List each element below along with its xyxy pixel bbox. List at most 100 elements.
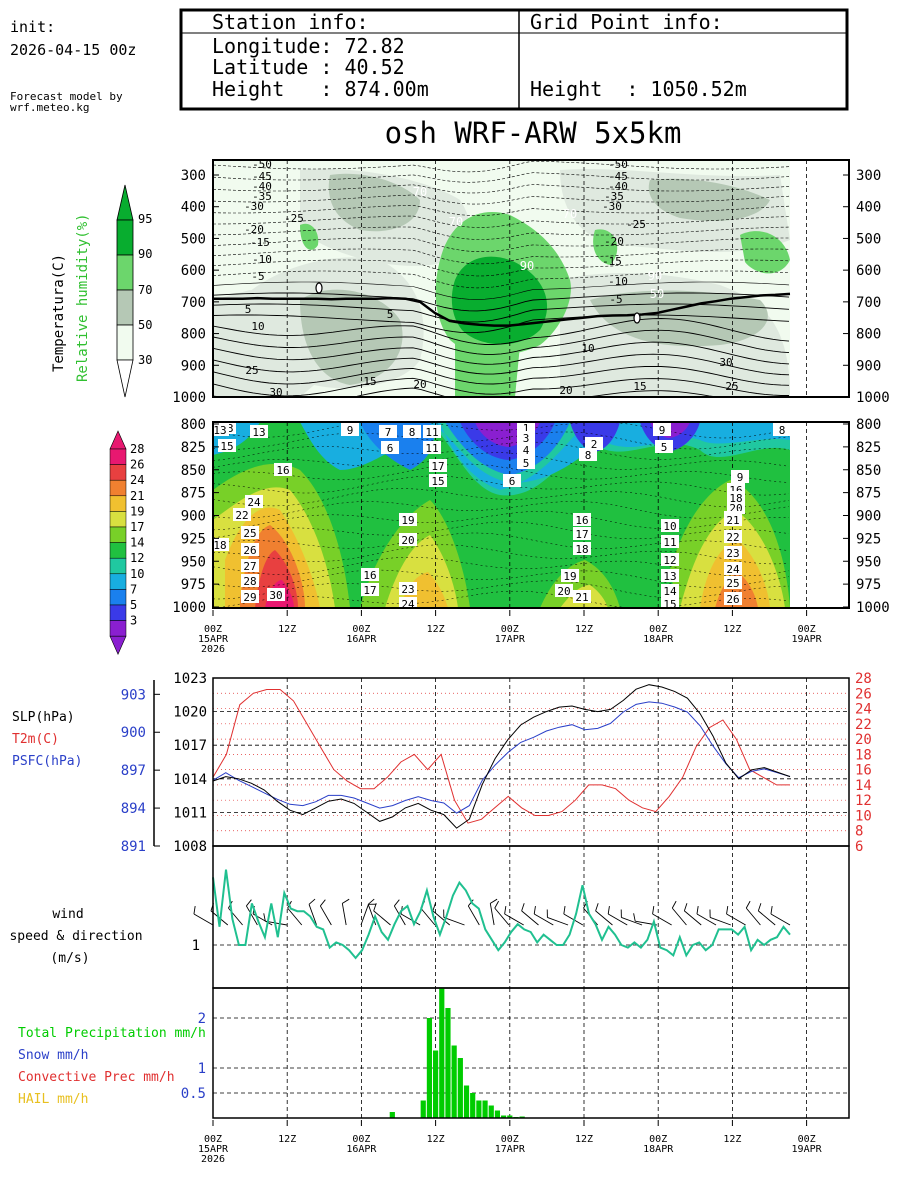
label-text: 8 [585,449,592,462]
isotherm [212,184,790,194]
boundary-layer-ytick: 825 [181,440,206,456]
temp-scale-top-arrow [109,430,127,450]
wind-barb [607,906,628,926]
label-text: 13 [252,426,265,439]
boundary-layer-label: 20 [555,584,573,598]
label-box [579,448,597,461]
boundary-layer-label: 9 [731,470,749,484]
upper-air-ytick: 1000 [172,390,206,406]
label-box [517,456,535,469]
precip-grid [213,988,849,1118]
temp-scale-swatch [109,479,127,497]
precip-bar [501,1115,507,1118]
freezing-marker [315,282,323,294]
barb-shaft [534,913,554,926]
boundary-layer-label: 11 [423,425,441,439]
label-text: 18 [213,539,226,552]
temp-scale-label: 19 [130,504,144,518]
upper-air-ytick-right: 900 [856,358,881,374]
label-box [773,423,791,436]
rh-contour-label: 50 [650,287,664,301]
barb-flag [563,906,566,915]
date-tick: 16APR [346,1144,377,1155]
label-box [724,546,742,559]
label-text: 25 [243,527,256,540]
boundary-layer-label: 17 [361,583,379,597]
label-box [661,584,679,597]
isotherm-dotted [212,532,790,551]
temp-scale-swatch [109,620,127,637]
label-box [724,530,742,543]
temp-contour-label: 10 [251,320,264,333]
grid-height: Height : 1050.52m [530,77,747,101]
isotherm [212,172,790,183]
boundary-layer-label: 4 [517,443,535,457]
temperature-contours [212,160,790,398]
temp-contour-label: -15 [250,236,270,249]
station-longitude: Longitude: 72.82 [212,34,405,58]
label-text: 9 [659,424,666,437]
barb-shaft [443,917,465,926]
boundary-layer-label: 25 [724,576,742,590]
wind-barb [494,900,510,926]
temp-scale-swatch [109,573,127,590]
wind-barb [709,909,731,926]
pressure-panel: 1023102010171014101110089039008978948912… [12,671,872,855]
psfc-tick: 903 [121,687,146,703]
precip-bar [439,988,445,1118]
upper-air-ytick-right: 800 [856,327,881,343]
t2m-tick: 22 [855,717,872,733]
slp-line [212,684,791,829]
rh-50-area [213,290,322,397]
isotherm [212,259,790,277]
temp-contour-label: -20 [604,235,624,248]
rh-contour-label: 70 [413,185,427,199]
psfc-tick: 894 [121,801,146,817]
boundary-layer-label: 26 [724,592,742,606]
isotherm-dotted [212,463,790,483]
upper-air-ytick: 800 [181,327,206,343]
label-box [381,441,399,454]
date-tick: 15APR [198,1144,229,1155]
temp-contour-label: 5 [245,303,252,316]
rh-legend-bottom-arrow [116,359,134,398]
barb-flag [745,900,751,909]
barb-flag [726,906,729,915]
boundary-layer-label: 8 [403,425,421,439]
rh-contour-label: 90 [520,259,534,273]
boundary-layer-label: 5 [655,440,673,454]
wind-barb [489,898,498,926]
boundary-layer-label: 16 [361,568,379,582]
barb-shaft [432,910,451,926]
t2m-label: T2m(C) [12,732,59,747]
label-box [399,533,417,546]
precip-bar [451,1045,457,1118]
wind-label-line1: wind [52,907,83,922]
boundary-layer-label: 5 [517,456,535,470]
barb-shaft [726,913,746,926]
barb-shaft [287,907,303,926]
time-tick: 00Z [798,1134,816,1145]
boundary-layer-label: 21 [724,513,742,527]
temp-contour-label: -50 [252,158,272,171]
year-tick: 2026 [201,1154,225,1165]
isotherm [212,204,790,216]
wind-barb [652,906,672,926]
precip-bar [389,1112,395,1118]
boundary-layer-ytick: 925 [181,531,206,547]
temperature-axis-label: Temperatura(C) [51,254,67,372]
station-info-title: Station info: [212,10,369,34]
boundary-layer-label: 17 [573,527,591,541]
label-text: 30 [269,589,282,602]
precip-bar [507,1115,513,1118]
time-tick: 12Z [575,624,593,635]
temp-contour-label: 25 [245,364,258,377]
temp-contour-label: -45 [608,170,628,183]
upper-air-ytick-right: 600 [856,263,881,279]
barb-flag [467,899,474,907]
temp-contour-label: -35 [604,190,624,203]
label-box [361,583,379,596]
label-box [573,590,591,603]
barb-shaft [504,913,524,926]
label-box [399,597,417,610]
